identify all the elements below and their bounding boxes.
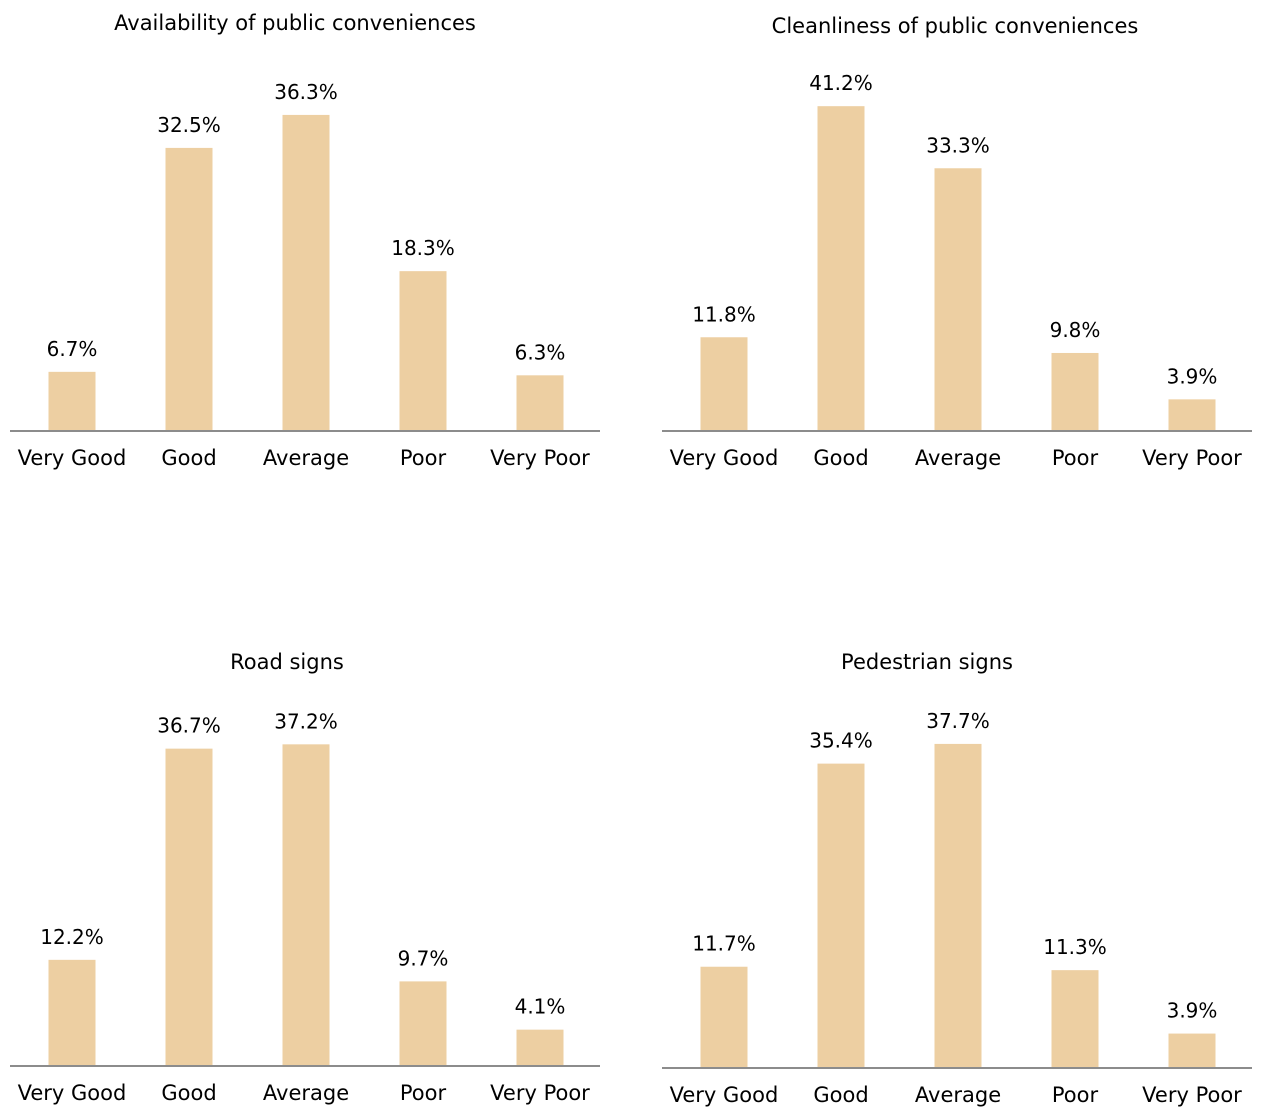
bar-very-good [48, 959, 96, 1065]
data-label-very-good: 11.8% [692, 302, 756, 326]
x-tick-label-poor: Poor [400, 446, 447, 470]
data-label-very-poor: 3.9% [1167, 999, 1218, 1023]
x-tick-label-very-good: Very Good [18, 446, 127, 470]
bar-poor [399, 271, 447, 430]
data-label-very-good: 11.7% [692, 932, 756, 956]
x-tick-label-good: Good [813, 446, 868, 470]
bar-good [165, 748, 213, 1065]
data-label-average: 33.3% [926, 133, 990, 157]
x-tick-label-average: Average [915, 1083, 1001, 1107]
data-label-very-poor: 6.3% [515, 340, 566, 364]
bar-very-poor [516, 375, 564, 430]
x-tick-label-average: Average [263, 446, 349, 470]
x-tick-label-very-good: Very Good [18, 1081, 127, 1105]
bar-good [165, 147, 213, 430]
bar-chart-plot: 6.7% 32.5% 36.3% 18.3% 6.3% Very Good Good Aver… [10, 80, 600, 470]
bar-poor [1051, 970, 1099, 1067]
chart-pedestrian-signs: Pedestrian signs 11.7% 35.4% 37.7% 11.3% 3.9… [662, 630, 1252, 1108]
data-label-average: 37.7% [926, 709, 990, 733]
bar-average [934, 743, 982, 1067]
bar-chart-plot: 12.2% 36.7% 37.2% 9.7% 4.1% Very Good Good Aver… [10, 709, 600, 1105]
bar-poor [399, 981, 447, 1065]
x-tick-label-good: Good [813, 1083, 868, 1107]
data-label-very-good: 12.2% [40, 925, 104, 949]
x-tick-label-very-poor: Very Poor [490, 446, 590, 470]
data-label-very-good: 6.7% [47, 337, 98, 361]
bar-chart-plot: 11.8% 41.2% 33.3% 9.8% 3.9% Very Good Good Aver… [662, 71, 1252, 470]
bar-chart-plot: 11.7% 35.4% 37.7% 11.3% 3.9% Very Good Good Ave… [662, 709, 1252, 1107]
data-label-good: 32.5% [157, 113, 221, 137]
x-tick-label-poor: Poor [1052, 1083, 1099, 1107]
bar-average [934, 168, 982, 430]
x-tick-label-very-good: Very Good [670, 446, 779, 470]
data-label-average: 37.2% [274, 709, 338, 733]
data-label-good: 35.4% [809, 729, 873, 753]
chart-title: Road signs [230, 650, 344, 674]
data-label-very-poor: 3.9% [1167, 364, 1218, 388]
chart-title: Pedestrian signs [841, 650, 1013, 674]
data-label-poor: 9.8% [1050, 318, 1101, 342]
data-label-poor: 18.3% [391, 236, 455, 260]
bar-very-good [48, 371, 96, 430]
x-tick-label-very-poor: Very Poor [1142, 446, 1242, 470]
bar-average [282, 744, 330, 1065]
bar-average [282, 114, 330, 430]
x-tick-label-poor: Poor [400, 1081, 447, 1105]
x-tick-label-very-poor: Very Poor [1142, 1083, 1242, 1107]
chart-title: Availability of public conveniences [114, 11, 476, 35]
data-label-average: 36.3% [274, 80, 338, 104]
chart-cleanliness: Cleanliness of public conveniences 11.8%… [662, 0, 1252, 480]
data-label-poor: 9.7% [398, 946, 449, 970]
x-tick-label-very-poor: Very Poor [490, 1081, 590, 1105]
x-tick-label-very-good: Very Good [670, 1083, 779, 1107]
x-tick-label-good: Good [161, 446, 216, 470]
data-label-good: 41.2% [809, 71, 873, 95]
chart-road-signs: Road signs 12.2% 36.7% 37.2% 9.7% 4.1% Very G… [10, 630, 600, 1108]
bar-poor [1051, 352, 1099, 430]
x-tick-label-good: Good [161, 1081, 216, 1105]
data-label-very-poor: 4.1% [515, 995, 566, 1019]
x-tick-label-average: Average [263, 1081, 349, 1105]
data-label-good: 36.7% [157, 714, 221, 738]
data-label-poor: 11.3% [1043, 935, 1107, 959]
bar-very-poor [1168, 399, 1216, 430]
x-tick-label-poor: Poor [1052, 446, 1099, 470]
bar-very-poor [1168, 1033, 1216, 1067]
bar-very-good [700, 966, 748, 1067]
chart-title: Cleanliness of public conveniences [771, 14, 1139, 38]
bar-good [817, 763, 865, 1067]
bar-very-good [700, 337, 748, 430]
bar-very-poor [516, 1029, 564, 1065]
x-tick-label-average: Average [915, 446, 1001, 470]
chart-availability: Availability of public conveniences 6.7%… [10, 0, 600, 480]
bar-good [817, 106, 865, 430]
